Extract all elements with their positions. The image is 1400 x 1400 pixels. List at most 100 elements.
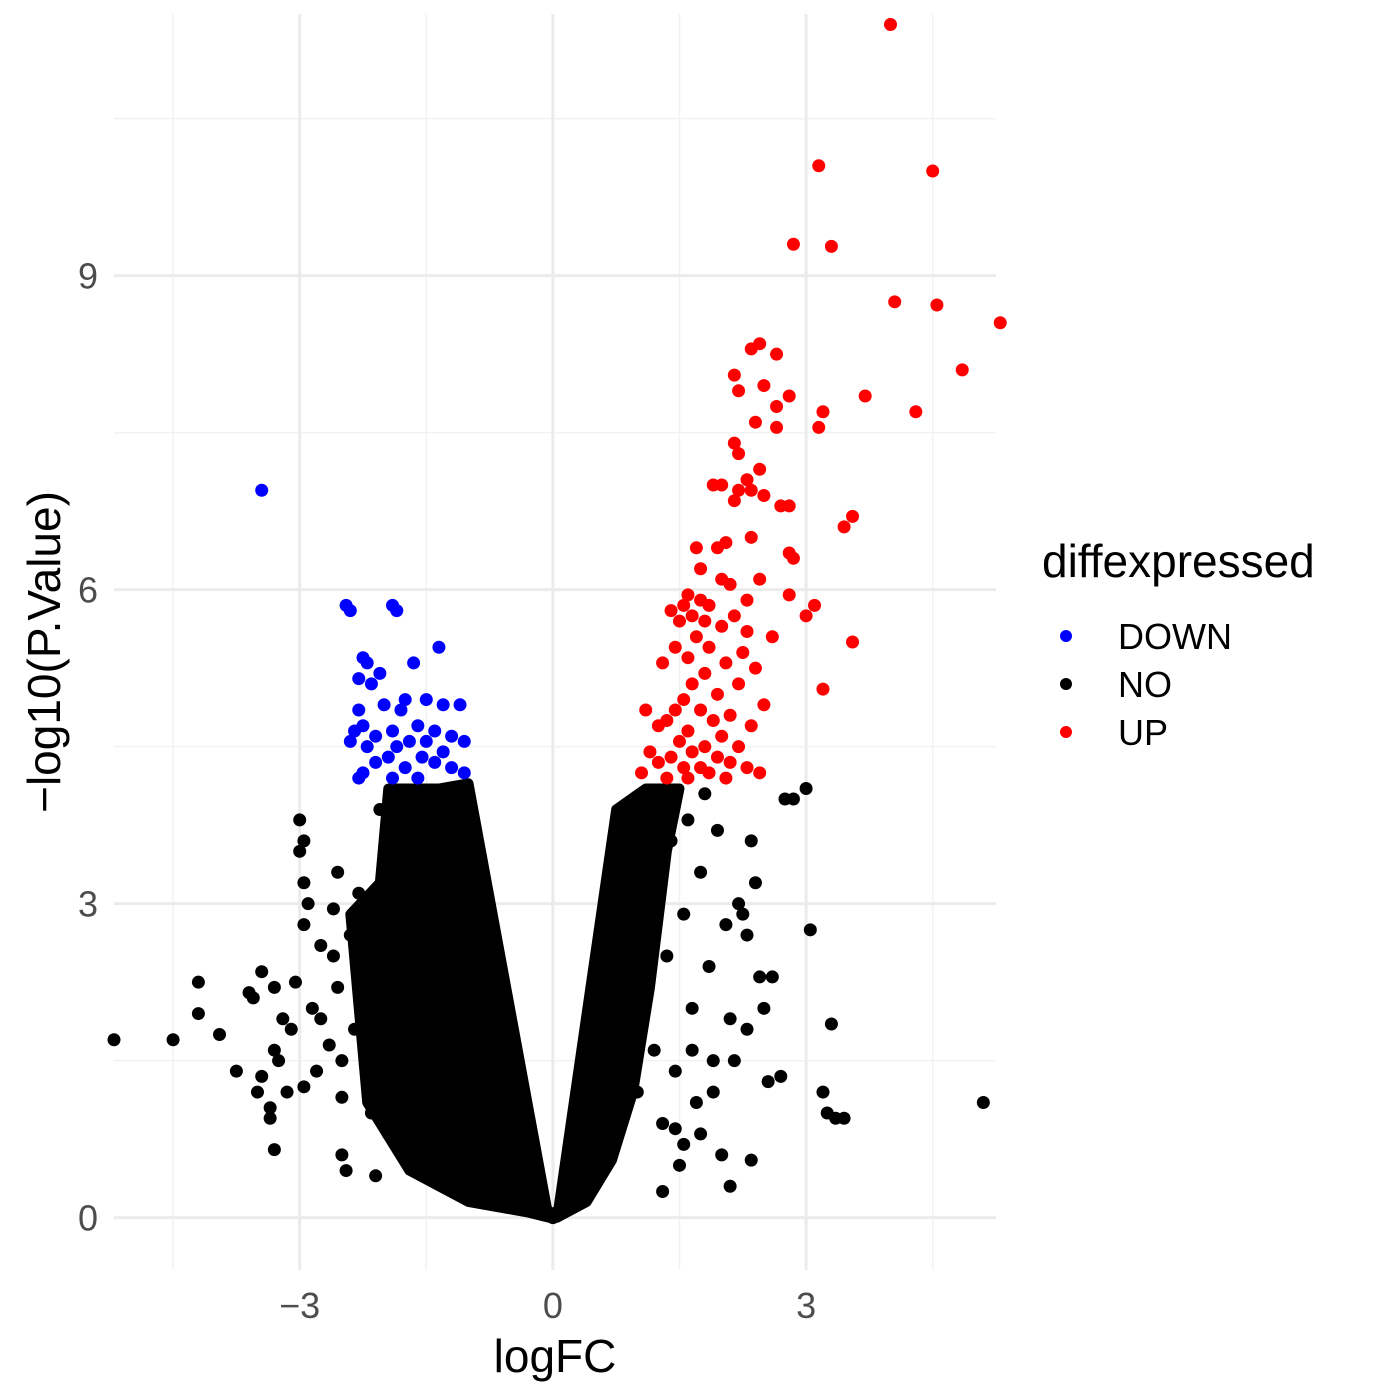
point-up	[744, 530, 758, 544]
point-no	[685, 1043, 699, 1057]
point-no	[635, 834, 649, 848]
point-up	[765, 630, 779, 644]
point-no	[335, 1148, 349, 1162]
point-no	[470, 1106, 484, 1120]
point-down	[457, 766, 471, 780]
point-down	[419, 693, 433, 707]
point-up	[732, 740, 746, 754]
point-down	[390, 604, 404, 618]
point-no	[272, 1054, 286, 1068]
point-up	[757, 379, 771, 393]
point-no	[381, 1127, 395, 1141]
point-down	[394, 703, 408, 717]
legend-label-no: NO	[1118, 664, 1172, 705]
point-no	[276, 1012, 290, 1026]
x-tick-label: −3	[279, 1285, 320, 1326]
point-down	[445, 729, 459, 743]
point-up	[757, 698, 771, 712]
point-no	[651, 897, 665, 911]
point-no	[263, 1101, 277, 1115]
point-no	[461, 1054, 475, 1068]
point-no	[213, 1028, 227, 1041]
point-up	[719, 656, 733, 670]
x-tick-label: 3	[796, 1285, 816, 1326]
point-up	[715, 619, 729, 633]
point-up	[660, 771, 674, 785]
point-no	[339, 1164, 353, 1178]
point-up	[799, 609, 813, 623]
point-up	[732, 677, 746, 691]
point-up	[677, 693, 691, 707]
major-gridlines	[114, 14, 996, 1270]
point-no	[436, 918, 450, 932]
point-no	[597, 1148, 611, 1162]
point-up	[694, 703, 708, 717]
point-no	[191, 975, 205, 989]
point-no	[407, 897, 421, 911]
point-up	[782, 588, 796, 602]
point-no	[263, 1111, 277, 1125]
point-up	[786, 551, 800, 565]
point-no	[639, 970, 653, 984]
point-up	[689, 630, 703, 644]
point-up	[812, 159, 826, 173]
point-up	[664, 604, 678, 618]
point-up	[782, 389, 796, 403]
point-no	[803, 923, 817, 937]
point-no	[732, 897, 746, 911]
point-no	[710, 823, 724, 837]
point-no	[331, 980, 345, 994]
point-up	[672, 614, 686, 628]
point-no	[694, 865, 708, 879]
point-no	[288, 975, 302, 989]
point-no	[297, 876, 311, 890]
point-up	[748, 661, 762, 675]
point-no	[748, 876, 762, 890]
point-no	[533, 1179, 547, 1193]
point-down	[428, 724, 442, 738]
point-no	[664, 834, 678, 848]
point-up	[888, 295, 902, 309]
point-up	[719, 771, 733, 785]
point-no	[512, 1116, 526, 1130]
point-no	[352, 886, 366, 900]
point-no	[613, 991, 627, 1005]
point-up	[668, 703, 682, 717]
point-no	[293, 844, 307, 858]
y-tick-label: 0	[78, 1198, 98, 1239]
point-no	[672, 1158, 686, 1172]
point-no	[284, 1022, 298, 1036]
point-down	[381, 750, 395, 764]
point-no	[529, 1190, 543, 1204]
point-down	[390, 740, 404, 754]
point-up	[639, 703, 653, 717]
point-no	[592, 1085, 606, 1099]
point-no	[297, 918, 311, 932]
point-up	[837, 520, 851, 534]
point-down	[436, 698, 450, 712]
point-no	[508, 1169, 522, 1183]
point-down	[352, 771, 366, 785]
point-down	[352, 703, 366, 717]
point-no	[335, 1054, 349, 1068]
point-up	[685, 745, 699, 759]
point-no	[816, 1085, 830, 1099]
point-up	[681, 588, 695, 602]
point-no	[656, 1116, 670, 1130]
point-no	[453, 876, 467, 890]
point-up	[635, 766, 649, 780]
point-no	[487, 1033, 501, 1047]
point-up	[651, 755, 665, 769]
point-no	[698, 787, 712, 801]
point-up	[824, 239, 838, 253]
point-down	[419, 734, 433, 748]
no-change-point-cloud	[345, 778, 685, 1223]
point-no	[267, 1043, 281, 1057]
point-no	[301, 897, 315, 911]
point-no	[255, 965, 269, 979]
point-down	[348, 724, 362, 738]
point-up	[685, 677, 699, 691]
point-no	[369, 980, 383, 994]
point-up	[909, 405, 923, 419]
